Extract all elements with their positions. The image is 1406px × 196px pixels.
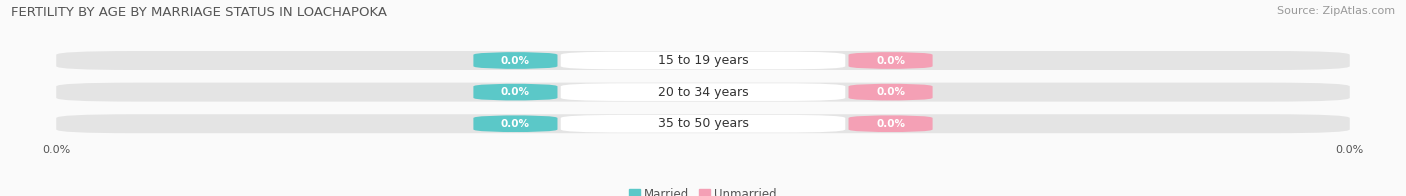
FancyBboxPatch shape <box>56 114 1350 133</box>
Text: 0.0%: 0.0% <box>501 87 530 97</box>
Text: 0.0%: 0.0% <box>501 55 530 65</box>
FancyBboxPatch shape <box>561 115 845 132</box>
FancyBboxPatch shape <box>561 52 845 69</box>
FancyBboxPatch shape <box>474 115 558 132</box>
FancyBboxPatch shape <box>474 52 558 69</box>
Text: 35 to 50 years: 35 to 50 years <box>658 117 748 130</box>
Text: 0.0%: 0.0% <box>876 55 905 65</box>
Text: 0.0%: 0.0% <box>501 119 530 129</box>
FancyBboxPatch shape <box>56 83 1350 102</box>
Text: Source: ZipAtlas.com: Source: ZipAtlas.com <box>1277 6 1395 16</box>
FancyBboxPatch shape <box>474 83 558 101</box>
Text: FERTILITY BY AGE BY MARRIAGE STATUS IN LOACHAPOKA: FERTILITY BY AGE BY MARRIAGE STATUS IN L… <box>11 6 387 19</box>
FancyBboxPatch shape <box>56 51 1350 70</box>
Legend: Married, Unmarried: Married, Unmarried <box>624 183 782 196</box>
FancyBboxPatch shape <box>849 115 932 132</box>
Text: 15 to 19 years: 15 to 19 years <box>658 54 748 67</box>
Text: 0.0%: 0.0% <box>876 87 905 97</box>
Text: 20 to 34 years: 20 to 34 years <box>658 86 748 99</box>
FancyBboxPatch shape <box>849 52 932 69</box>
FancyBboxPatch shape <box>849 83 932 101</box>
FancyBboxPatch shape <box>561 83 845 101</box>
Text: 0.0%: 0.0% <box>876 119 905 129</box>
